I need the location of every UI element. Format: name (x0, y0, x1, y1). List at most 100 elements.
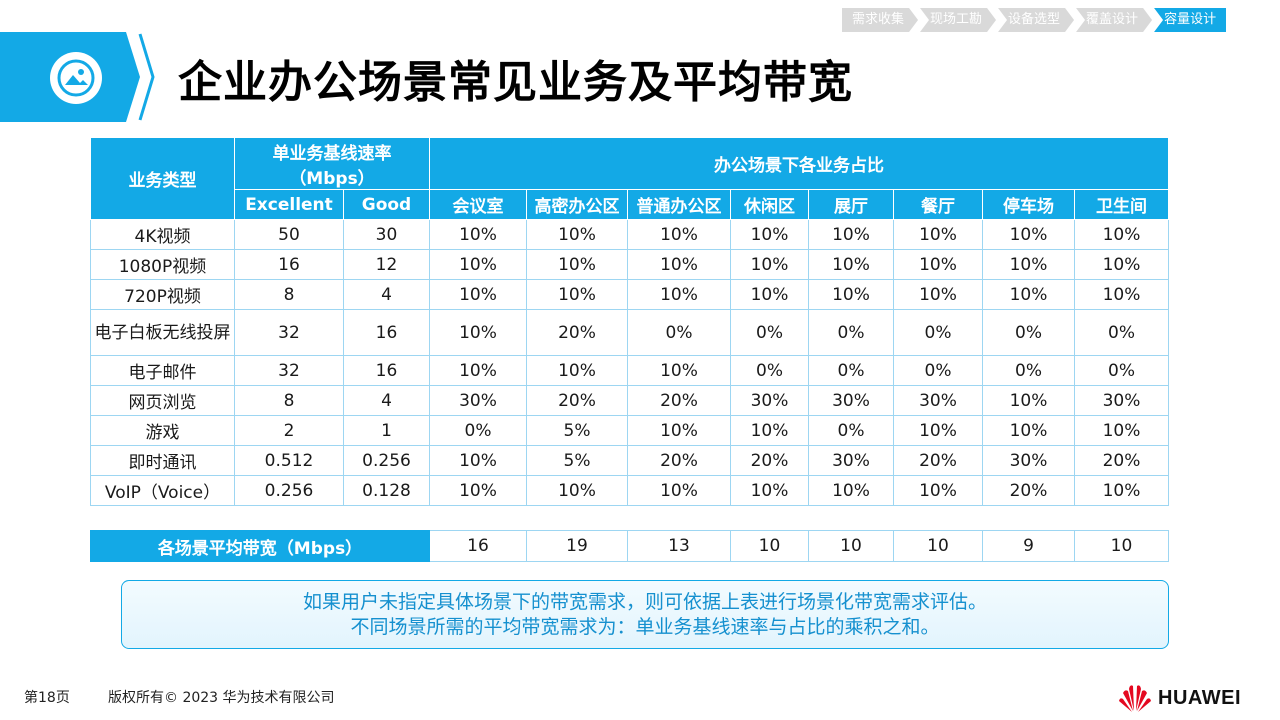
header-scene-ratio: 办公场景下各业务占比 (429, 137, 1169, 190)
note-line-1: 如果用户未指定具体场景下的带宽需求，则可依据上表进行场景化带宽需求评估。 (302, 591, 987, 613)
scene-ratio-cell: 0% (429, 415, 527, 446)
header-baseline-rate-line2: （Mbps） (289, 168, 375, 189)
scene-ratio-cell: 10% (429, 445, 527, 476)
scene-ratio-cell: 30% (808, 385, 894, 416)
scene-ratio-cell: 20% (982, 475, 1075, 506)
scene-ratio-cell: 10% (429, 249, 527, 280)
title-chevron (138, 33, 155, 121)
average-bandwidth-value: 10 (1074, 530, 1169, 562)
service-name-cell: 即时通讯 (90, 445, 235, 476)
scene-ratio-cell: 10% (1074, 475, 1169, 506)
good-rate-cell: 0.128 (343, 475, 430, 506)
header-excellent: Excellent (234, 189, 344, 220)
average-bandwidth-value: 16 (429, 530, 527, 562)
average-bandwidth-table: 各场景平均带宽（Mbps） 16 19 13 10 10 10 9 10 (90, 530, 1169, 562)
scene-ratio-cell: 10% (893, 279, 983, 310)
header-scene: 展厅 (808, 189, 894, 220)
scene-ratio-cell: 10% (730, 219, 809, 250)
excellent-rate-cell: 50 (234, 219, 344, 250)
scene-ratio-cell: 0% (982, 355, 1075, 386)
header-scene: 普通办公区 (627, 189, 731, 220)
average-bandwidth-value: 13 (627, 530, 731, 562)
scene-ratio-cell: 10% (982, 415, 1075, 446)
service-name-cell: 电子邮件 (90, 355, 235, 386)
scene-ratio-cell: 10% (893, 249, 983, 280)
scene-ratio-cell: 10% (808, 279, 894, 310)
good-rate-cell: 12 (343, 249, 430, 280)
scene-ratio-cell: 10% (526, 279, 628, 310)
header-scene: 高密办公区 (526, 189, 628, 220)
scene-ratio-cell: 0% (627, 309, 731, 356)
average-bandwidth-value: 10 (808, 530, 894, 562)
scene-ratio-cell: 10% (808, 475, 894, 506)
huawei-logo: HUAWEI (1118, 682, 1241, 714)
step-requirements[interactable]: 需求收集 (842, 8, 918, 32)
excellent-rate-cell: 8 (234, 279, 344, 310)
scene-ratio-cell: 5% (526, 415, 628, 446)
scene-ratio-cell: 10% (982, 279, 1075, 310)
page-title: 企业办公场景常见业务及平均带宽 (178, 57, 853, 108)
header-scene: 停车场 (982, 189, 1075, 220)
excellent-rate-cell: 32 (234, 355, 344, 386)
average-bandwidth-row: 各场景平均带宽（Mbps） 16 19 13 10 10 10 9 10 (90, 530, 1169, 562)
scene-ratio-cell: 30% (1074, 385, 1169, 416)
scene-ratio-cell: 10% (429, 355, 527, 386)
good-rate-cell: 4 (343, 279, 430, 310)
scene-ratio-cell: 10% (627, 249, 731, 280)
scene-ratio-cell: 10% (808, 249, 894, 280)
copyright: 版权所有© 2023 华为技术有限公司 (108, 690, 335, 706)
scene-ratio-cell: 20% (627, 385, 731, 416)
step-coverage-design[interactable]: 覆盖设计 (1076, 8, 1152, 32)
scene-ratio-cell: 10% (730, 415, 809, 446)
table-row: VoIP（Voice） 0.256 0.128 10% 10% 10% 10% 10% 10% 2… (90, 475, 1169, 506)
scene-ratio-cell: 0% (808, 309, 894, 356)
scene-ratio-cell: 10% (893, 475, 983, 506)
good-rate-cell: 16 (343, 355, 430, 386)
scene-ratio-cell: 30% (808, 445, 894, 476)
scene-ratio-cell: 10% (627, 475, 731, 506)
table-row: 游戏 2 1 0% 5% 10% 10% 0% 10% 10% 10% (90, 415, 1169, 446)
header-scene: 休闲区 (730, 189, 809, 220)
step-site-survey[interactable]: 现场工勘 (920, 8, 996, 32)
table-row: 电子邮件 32 16 10% 10% 10% 0% 0% 0% 0% 0% (90, 355, 1169, 386)
scene-ratio-cell: 30% (730, 385, 809, 416)
good-rate-cell: 4 (343, 385, 430, 416)
good-rate-cell: 0.256 (343, 445, 430, 476)
header-scene: 餐厅 (893, 189, 983, 220)
scene-ratio-cell: 5% (526, 445, 628, 476)
service-name-cell: 1080P视频 (90, 249, 235, 280)
average-bandwidth-value: 9 (982, 530, 1075, 562)
excellent-rate-cell: 16 (234, 249, 344, 280)
scene-ratio-cell: 0% (1074, 355, 1169, 386)
scene-ratio-cell: 10% (1074, 415, 1169, 446)
scene-ratio-cell: 30% (982, 445, 1075, 476)
scene-ratio-cell: 10% (1074, 279, 1169, 310)
scene-ratio-cell: 10% (627, 279, 731, 310)
scene-ratio-cell: 0% (730, 309, 809, 356)
scene-ratio-cell: 10% (526, 475, 628, 506)
scene-ratio-cell: 20% (893, 445, 983, 476)
scene-ratio-cell: 20% (526, 385, 628, 416)
service-name-cell: 电子白板无线投屏 (90, 309, 235, 356)
header-scene: 会议室 (429, 189, 527, 220)
scene-ratio-cell: 10% (627, 415, 731, 446)
scene-ratio-cell: 30% (429, 385, 527, 416)
scene-ratio-cell: 10% (893, 219, 983, 250)
scene-ratio-cell: 10% (982, 385, 1075, 416)
scene-ratio-cell: 10% (808, 219, 894, 250)
table-row: 网页浏览 8 4 30% 20% 20% 30% 30% 30% 10% 30% (90, 385, 1169, 416)
good-rate-cell: 16 (343, 309, 430, 356)
step-capacity-design[interactable]: 容量设计 (1154, 8, 1227, 32)
scene-ratio-cell: 10% (429, 309, 527, 356)
bandwidth-table: 业务类型 单业务基线速率 （Mbps） 办公场景下各业务占比 Excellent… (90, 137, 1169, 506)
average-bandwidth-value: 19 (526, 530, 628, 562)
scene-ratio-cell: 0% (730, 355, 809, 386)
scene-ratio-cell: 10% (982, 219, 1075, 250)
step-device-selection[interactable]: 设备选型 (998, 8, 1074, 32)
scene-ratio-cell: 10% (893, 415, 983, 446)
good-rate-cell: 30 (343, 219, 430, 250)
excellent-rate-cell: 0.512 (234, 445, 344, 476)
average-bandwidth-label: 各场景平均带宽（Mbps） (90, 530, 430, 562)
table-row: 4K视频 50 30 10% 10% 10% 10% 10% 10% 10% 10% (90, 219, 1169, 250)
table-row: 1080P视频 16 12 10% 10% 10% 10% 10% 10% 10% 10% (90, 249, 1169, 280)
